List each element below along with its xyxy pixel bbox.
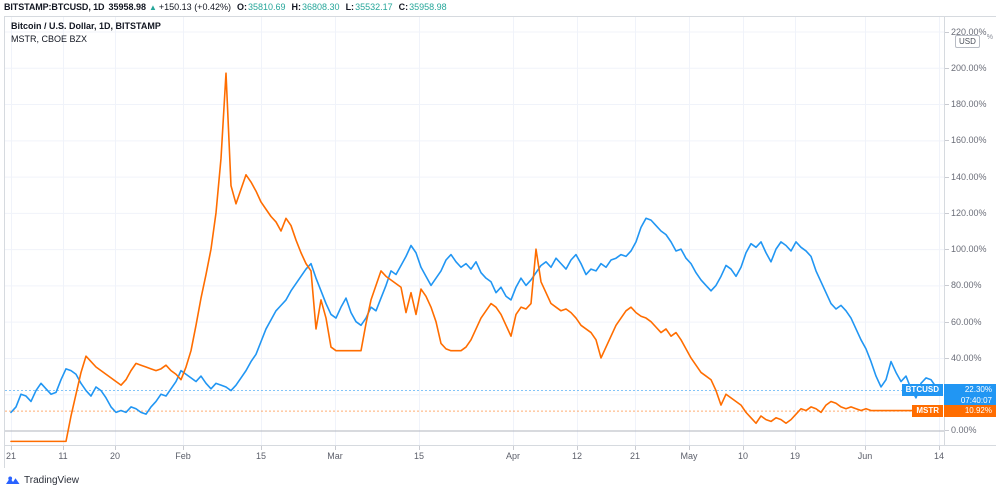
- price-axis-label: 40.00%: [951, 352, 982, 363]
- series-line-btcusd: [10, 217, 940, 415]
- time-axis-tick: [939, 446, 940, 450]
- time-scale[interactable]: 21 11 20 Feb 15 Mar 15 Apr 12 21 May 10 19 Jun 14: [5, 445, 996, 468]
- time-axis-label: Mar: [327, 451, 343, 461]
- plot-area[interactable]: [5, 17, 944, 445]
- price-axis-label: 0.00%: [951, 425, 977, 436]
- price-axis-tick: [945, 140, 949, 142]
- time-axis-tick: [11, 446, 12, 450]
- price-axis-label: 80.00%: [951, 280, 982, 291]
- price-axis-label: 220.00%: [951, 26, 987, 37]
- time-axis-label: 10: [737, 451, 749, 461]
- quote-direction-arrow-icon: ▲: [148, 2, 157, 12]
- legend-line-btcusd[interactable]: Bitcoin / U.S. Dollar, 1D, BITSTAMP: [11, 21, 161, 31]
- time-axis-tick: [513, 446, 514, 450]
- time-axis-tick: [743, 446, 744, 450]
- price-axis-label: 120.00%: [951, 207, 987, 218]
- time-axis-label: 21: [629, 451, 641, 461]
- legend-line-mstr[interactable]: MSTR, CBOE BZX: [11, 34, 88, 44]
- price-badge-btcusd[interactable]: 22.30% 07:40:07: [944, 384, 996, 407]
- price-axis-tick: [945, 321, 949, 323]
- percent-mode-icon: %: [986, 34, 993, 41]
- time-axis-label: 14: [933, 451, 945, 461]
- time-axis-tick: [63, 446, 64, 450]
- time-axis-label: 15: [413, 451, 425, 461]
- series-canvas: [5, 17, 944, 445]
- time-axis-tick: [795, 446, 796, 450]
- time-axis-tick: [689, 446, 690, 450]
- time-axis-label: 12: [571, 451, 583, 461]
- quote-high-label: H:: [291, 2, 302, 12]
- quote-symbol[interactable]: BITSTAMP:BTCUSD, 1D: [4, 2, 105, 12]
- quote-close-label: C:: [398, 2, 409, 12]
- tradingview-logo-text: TradingView: [24, 475, 80, 486]
- quote-open-value: 35810.69: [247, 2, 286, 12]
- time-axis-tick: [419, 446, 420, 450]
- time-axis-tick: [183, 446, 184, 450]
- time-axis-label: 19: [789, 451, 801, 461]
- quote-low-label: L:: [345, 2, 355, 12]
- price-badge-value: 22.30%: [964, 385, 992, 395]
- quote-close-value: 35958.98: [409, 2, 447, 12]
- quote-high-value: 36808.30: [302, 2, 340, 12]
- price-axis-tick: [945, 31, 949, 33]
- time-axis-label: Jun: [857, 451, 873, 461]
- series-line-mstr: [10, 72, 940, 443]
- price-axis-tick: [945, 285, 949, 287]
- time-axis-label: Feb: [175, 451, 191, 461]
- time-axis-label: Apr: [505, 451, 521, 461]
- time-axis-tick: [635, 446, 636, 450]
- price-axis-label: 140.00%: [951, 171, 987, 182]
- quote-open-label: O:: [236, 2, 247, 12]
- bottom-bar: TradingView: [0, 469, 1000, 495]
- price-axis-label: 60.00%: [951, 316, 982, 327]
- tradingview-logo[interactable]: TradingView: [6, 475, 79, 486]
- price-axis-label: 100.00%: [951, 244, 987, 255]
- price-axis-tick: [945, 430, 949, 432]
- price-axis-label: 200.00%: [951, 62, 987, 73]
- price-axis-tick: [945, 176, 949, 178]
- time-axis-tick: [335, 446, 336, 450]
- price-axis-tick: [945, 249, 949, 251]
- time-axis-label: 21: [5, 451, 17, 461]
- price-axis-tick: [945, 67, 949, 69]
- time-axis-label: 15: [255, 451, 267, 461]
- price-axis-tick: [945, 212, 949, 214]
- chart-legend: Bitcoin / U.S. Dollar, 1D, BITSTAMP MSTR…: [11, 20, 161, 46]
- time-axis-tick: [865, 446, 866, 450]
- series-tag-mstr[interactable]: MSTR: [912, 404, 943, 417]
- time-axis-tick: [115, 446, 116, 450]
- price-axis-label: 160.00%: [951, 135, 987, 146]
- price-axis-label: 180.00%: [951, 99, 987, 110]
- series-tag-btcusd[interactable]: BTCUSD: [901, 384, 943, 397]
- time-axis-tick: [261, 446, 262, 450]
- price-axis-tick: [945, 357, 949, 359]
- currency-badge[interactable]: USD: [955, 35, 980, 48]
- quote-change: +150.13 (+0.42%): [158, 2, 231, 12]
- price-badge-mstr[interactable]: 10.92%: [944, 404, 996, 417]
- price-axis-tick: [945, 104, 949, 106]
- quote-bar: BITSTAMP:BTCUSD, 1D 35958.98 ▲ +150.13 (…: [0, 0, 1000, 14]
- price-badge-countdown: 07:40:07: [960, 396, 992, 406]
- price-scale[interactable]: USD % 220.00% 200.00% 180.00% 160.00% 140.00…: [944, 17, 996, 445]
- time-axis-label: May: [680, 451, 698, 461]
- time-axis-label: 20: [109, 451, 121, 461]
- quote-last-price: 35958.98: [108, 2, 146, 12]
- time-axis-label: 11: [58, 451, 68, 461]
- time-axis-tick: [577, 446, 578, 450]
- price-badge-value: 10.92%: [964, 405, 992, 415]
- quote-low-value: 35532.17: [355, 2, 393, 12]
- chart-frame: Bitcoin / U.S. Dollar, 1D, BITSTAMP MSTR…: [4, 16, 996, 468]
- tradingview-logo-icon: [6, 476, 20, 484]
